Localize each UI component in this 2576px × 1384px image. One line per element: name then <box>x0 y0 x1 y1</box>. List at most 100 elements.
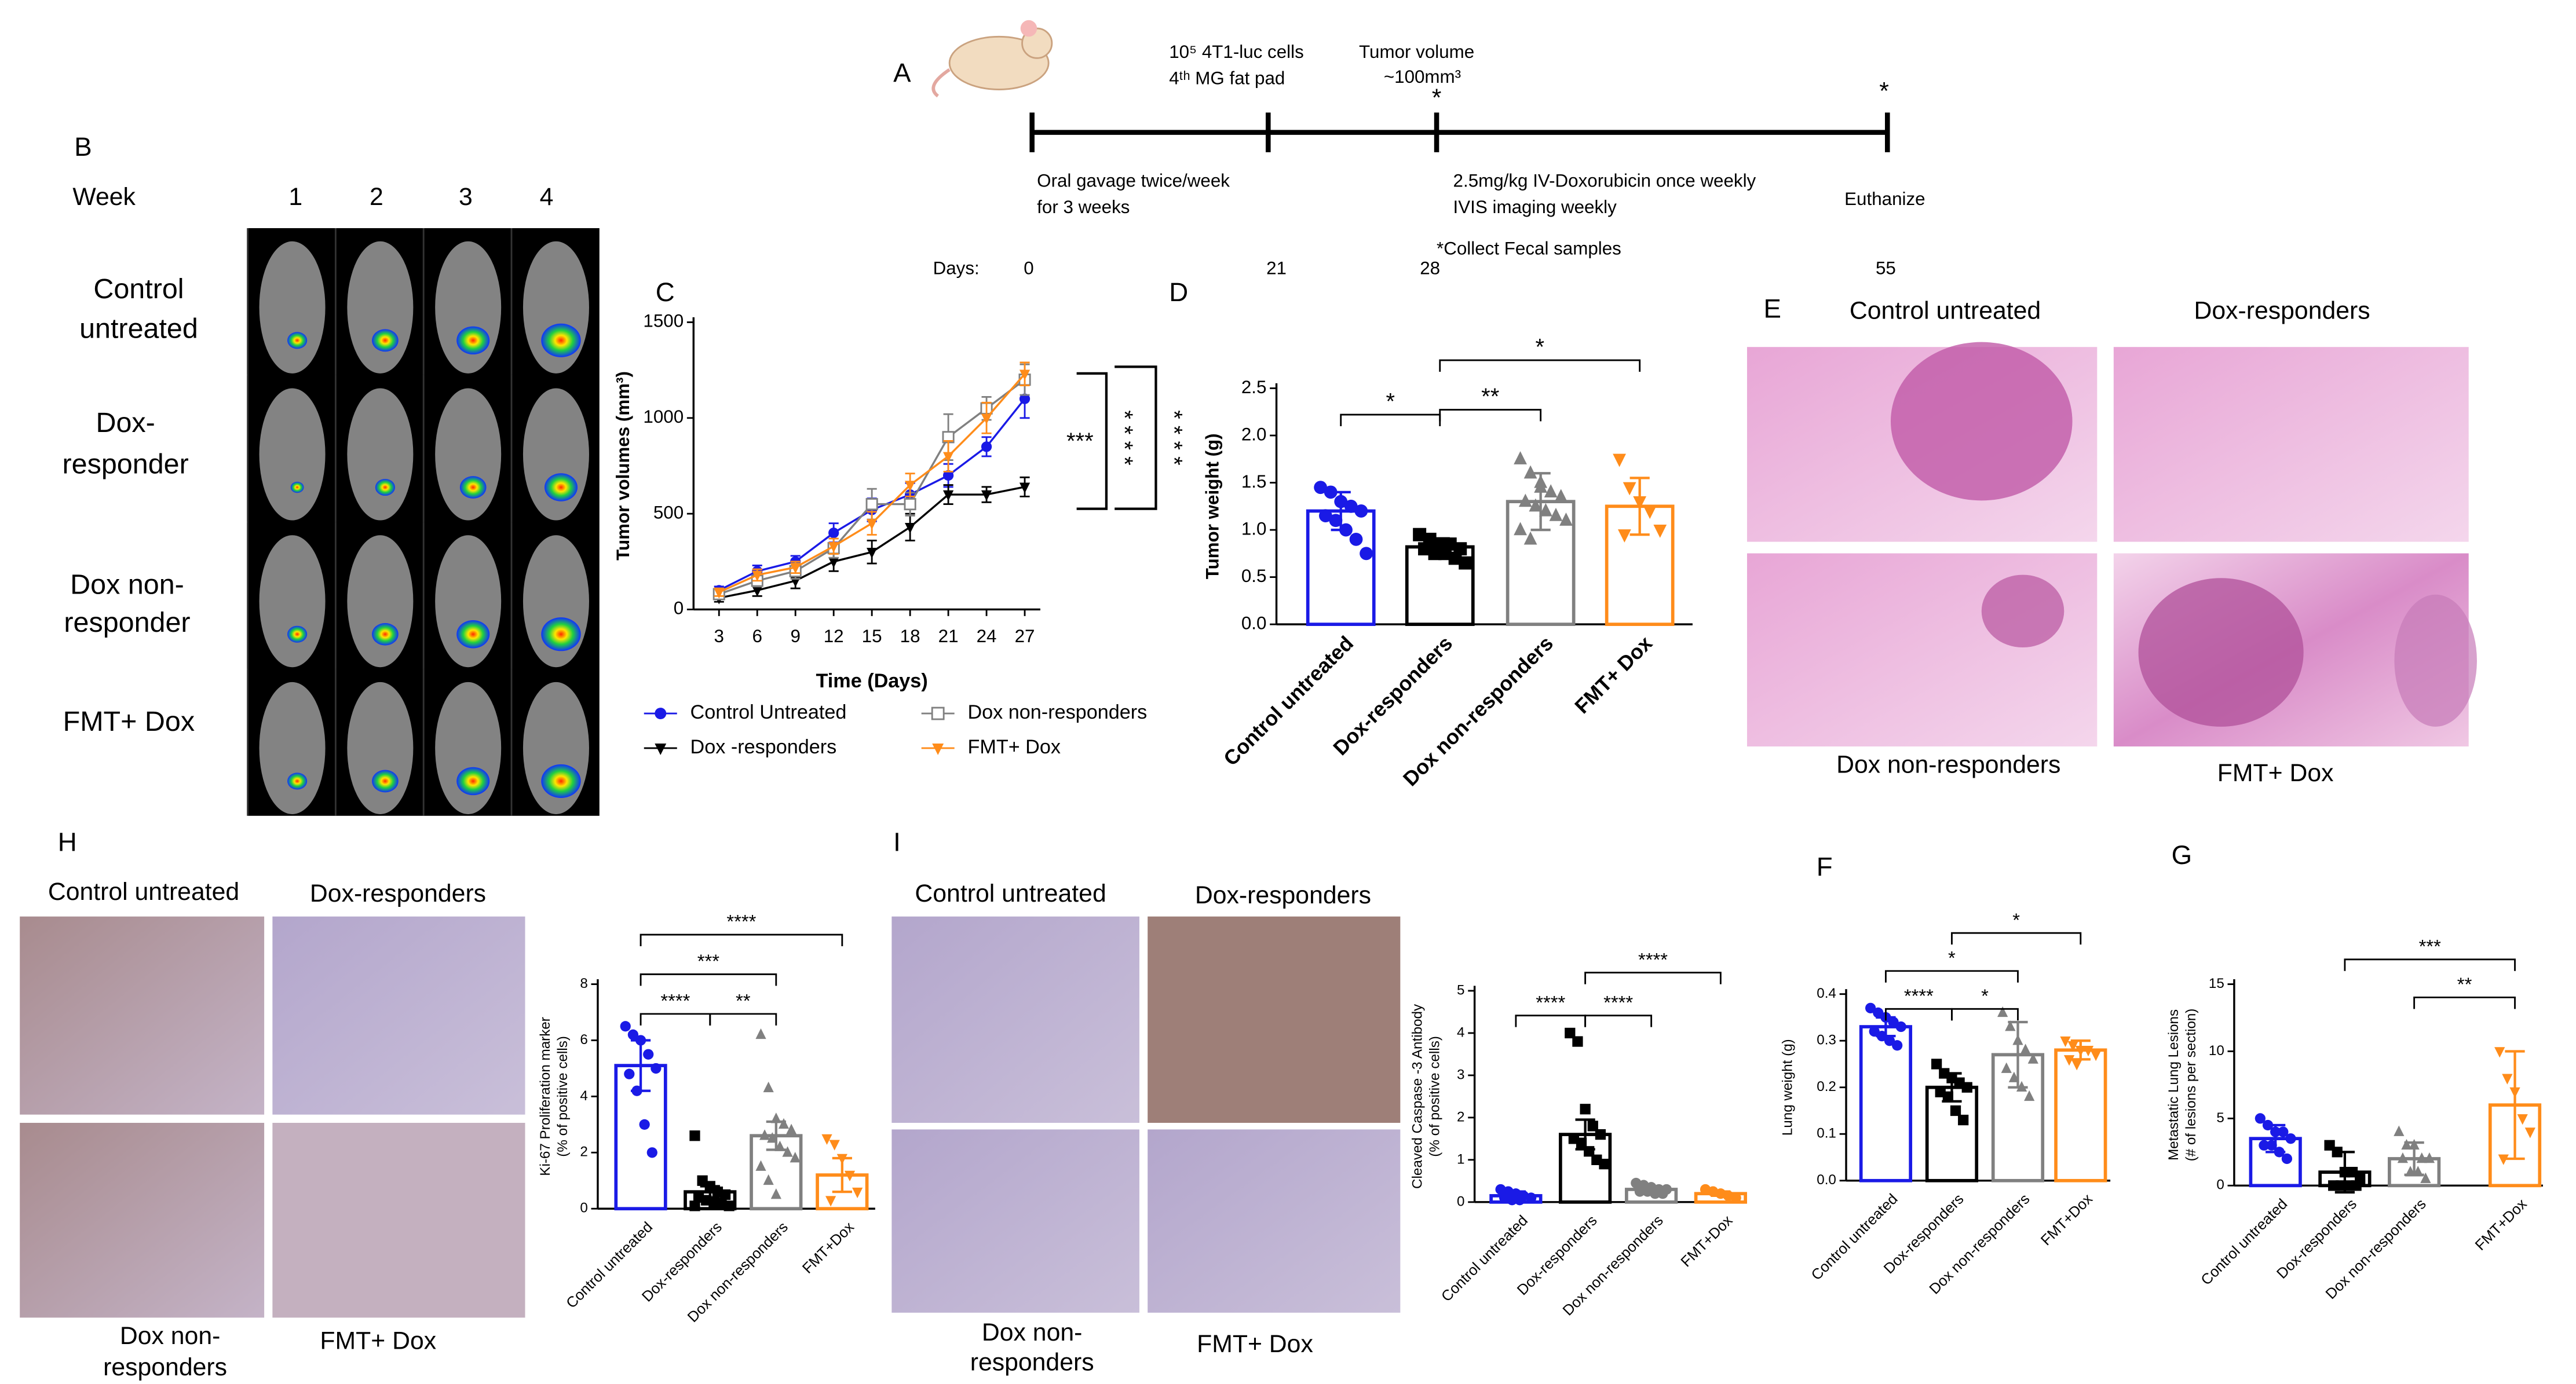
data-point <box>2401 1138 2412 1150</box>
panel-label: H <box>58 827 77 856</box>
y-tick-label: 15 <box>2209 976 2224 991</box>
data-point <box>2024 1090 2035 1101</box>
image-label: Dox-responders <box>1195 881 1371 909</box>
sig-label: * <box>1535 335 1544 360</box>
image-label: FMT+ Dox <box>320 1327 436 1354</box>
timeline-text: Oral gavage twice/week <box>1037 170 1230 191</box>
y-axis-label: (% of positive cells) <box>1427 1036 1442 1157</box>
data-point <box>2420 1172 2431 1184</box>
sig-bracket <box>2344 958 2516 971</box>
y-tick-label: 3 <box>1457 1067 1464 1082</box>
ihc-images <box>891 916 1401 1313</box>
sig-bracket <box>640 933 843 946</box>
data-point <box>1518 493 1532 507</box>
row-label: Control <box>93 273 184 305</box>
image-label: Dox non- <box>982 1319 1082 1346</box>
sig-label: *** <box>697 950 720 972</box>
mouse <box>259 388 326 521</box>
data-point <box>689 1200 700 1211</box>
marker <box>752 586 763 597</box>
y-tick-label: 0.2 <box>1817 1079 1836 1094</box>
y-tick-label: 0 <box>1457 1193 1464 1209</box>
marker <box>828 542 839 553</box>
signal <box>287 772 308 790</box>
data-point <box>1595 1129 1606 1140</box>
data-point <box>1950 1105 1961 1116</box>
error-bar <box>1942 1072 1962 1103</box>
sig-bracket <box>1340 413 1441 427</box>
sig-bracket <box>1076 372 1108 510</box>
data-point <box>1438 547 1452 561</box>
row-label: untreated <box>79 313 198 345</box>
y-tick-label: 4 <box>580 1088 587 1104</box>
data-point <box>1539 503 1552 517</box>
signal <box>541 617 581 651</box>
y-tick-label: 5 <box>2216 1110 2224 1126</box>
panel-label: B <box>74 132 92 162</box>
y-tick-label: 0 <box>2216 1177 2224 1193</box>
error-bar <box>700 1185 720 1199</box>
row-label: Dox- <box>96 407 155 438</box>
data-point <box>1895 1021 1906 1032</box>
signal <box>459 476 487 499</box>
sig-label: ** <box>736 990 751 1012</box>
data-point <box>1931 1059 1942 1070</box>
mouse <box>347 241 414 374</box>
data-point <box>1613 453 1627 467</box>
data-point <box>2494 1047 2505 1058</box>
data-point <box>1884 1035 1895 1046</box>
x-tick-label: 21 <box>938 626 959 646</box>
signal <box>290 481 304 493</box>
data-point <box>852 1187 863 1199</box>
x-tick-label: 3 <box>714 626 724 646</box>
data-point <box>1997 1006 2008 1017</box>
timeline-text: 10⁵ 4T1-luc cells <box>1169 42 1304 62</box>
timeline-text: Tumor volume <box>1359 42 1474 62</box>
data-point <box>755 1028 766 1039</box>
data-point <box>1448 551 1462 565</box>
data-point <box>778 1118 790 1129</box>
data-point <box>1617 529 1631 543</box>
bar <box>1859 1025 1913 1182</box>
panel-label: D <box>1169 277 1188 307</box>
data-point <box>2278 1126 2289 1137</box>
data-point <box>1653 524 1667 538</box>
data-point <box>1587 1121 1598 1132</box>
sig-label: **** <box>1603 991 1633 1013</box>
data-point <box>1599 1159 1610 1170</box>
signal <box>287 625 308 643</box>
data-point <box>689 1130 700 1141</box>
sig-bracket <box>1515 1015 1587 1027</box>
data-point <box>2281 1153 2293 1165</box>
data-point <box>1888 1016 1899 1028</box>
signal <box>372 329 399 352</box>
legend-marker <box>655 743 667 755</box>
mouse-icon <box>931 20 1053 98</box>
data-point <box>1526 1192 1537 1203</box>
y-tick-label: 1.0 <box>1241 518 1267 539</box>
data-point <box>2517 1114 2528 1125</box>
marker <box>828 528 839 539</box>
timeline-text: Euthanize <box>1844 189 1925 209</box>
ihc-images <box>20 916 525 1318</box>
data-point <box>1529 498 1543 512</box>
sig-bracket <box>640 1013 711 1026</box>
data-point <box>1514 522 1527 536</box>
data-point <box>2082 1046 2094 1057</box>
data-point <box>639 1119 650 1130</box>
data-point <box>790 1152 801 1163</box>
data-point <box>782 1146 793 1157</box>
marker <box>1019 482 1031 493</box>
data-point <box>1865 1002 1876 1013</box>
x-tick-label: 24 <box>977 626 997 646</box>
timeline-day: 21 <box>1266 258 1287 279</box>
row-label: responder <box>64 607 190 638</box>
data-point <box>2060 1036 2071 1048</box>
marker <box>828 557 839 568</box>
error-bar <box>2008 1020 2028 1089</box>
row-label: responder <box>63 448 189 479</box>
y-axis-label: Tumor volumes (mm³) <box>613 371 633 561</box>
sig-label: **** <box>660 990 690 1012</box>
week-number: 1 <box>288 183 302 211</box>
